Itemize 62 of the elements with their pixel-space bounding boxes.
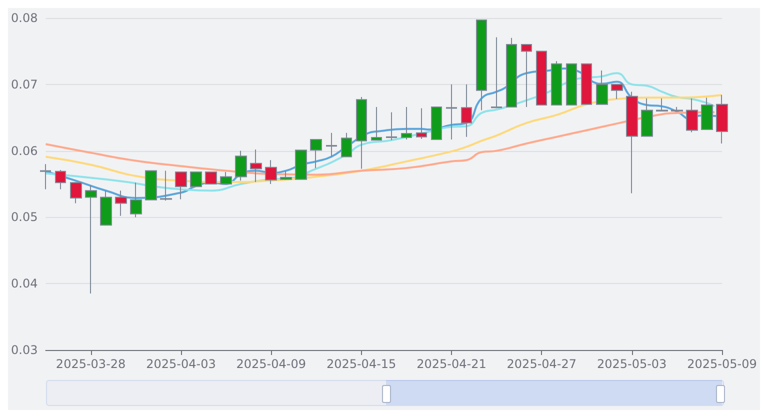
candlestick: [145, 170, 157, 200]
x-tick-label: 2025-05-09: [687, 357, 757, 371]
candlestick: [386, 112, 397, 141]
candlestick: [70, 182, 82, 204]
y-tick-label: 0.06: [11, 144, 38, 158]
candlestick: [190, 172, 202, 188]
candlestick: [716, 94, 728, 144]
candlestick: [326, 132, 337, 158]
candlestick: [401, 106, 412, 140]
candlestick: [235, 150, 247, 182]
candlestick: [280, 170, 292, 181]
candlestick: [85, 184, 97, 294]
candlestick: [265, 160, 277, 184]
y-tick-label: 0.03: [11, 343, 38, 357]
candlestick: [611, 84, 623, 100]
line-series: [44, 94, 723, 184]
candlestick: [641, 98, 653, 137]
candlestick: [581, 63, 592, 105]
candlestick: [341, 132, 352, 158]
x-tick-label: 2025-04-09: [236, 357, 306, 371]
candlestick: [115, 190, 127, 216]
candlestick: [55, 170, 66, 190]
candlestick: [310, 139, 322, 169]
x-tick-label: 2025-04-15: [326, 357, 396, 371]
candlestick: [175, 172, 187, 200]
y-tick-label: 0.07: [11, 77, 38, 92]
candlestick: [476, 19, 487, 111]
y-tick-label: 0.04: [11, 276, 38, 291]
candlestick: [566, 63, 577, 106]
candlestick: [461, 84, 472, 138]
candlestick: [446, 84, 457, 140]
candlestick: [40, 164, 51, 190]
candlestick: [521, 44, 532, 108]
candlestick: [205, 172, 217, 184]
candlestick: [596, 70, 608, 105]
candlestick: [160, 170, 172, 202]
candlestick: [686, 98, 698, 133]
candlestick: [536, 50, 547, 106]
candlestick: [371, 106, 382, 141]
candlestick: [551, 60, 562, 106]
x-tick-label: 2025-04-21: [416, 357, 486, 371]
candlestick: [250, 148, 262, 183]
line-series: [44, 111, 716, 176]
candlestick: [656, 98, 668, 112]
candlestick: [506, 37, 517, 108]
candlestick: [130, 182, 142, 218]
candlestick: [100, 190, 112, 226]
candlestick: [701, 97, 713, 130]
y-tick-label: 0.05: [11, 210, 38, 224]
candlestick: [431, 106, 442, 140]
candlestick: [416, 108, 427, 140]
x-tick-label: 2025-03-28: [56, 357, 126, 371]
candlestick: [356, 96, 367, 170]
candlestick: [220, 172, 232, 184]
candlestick: [295, 150, 307, 180]
y-tick-label: 0.08: [11, 11, 38, 25]
x-tick-label: 2025-04-03: [146, 357, 216, 371]
candlestick: [671, 106, 683, 112]
x-tick-label: 2025-05-03: [596, 357, 667, 371]
candlestick: [491, 36, 502, 109]
x-tick-label: 2025-04-27: [506, 357, 577, 371]
candlestick: [626, 91, 638, 194]
